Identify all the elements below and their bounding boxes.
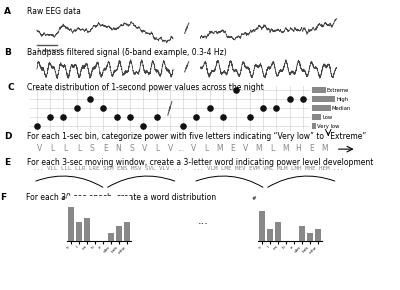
Text: 1 second: 1 second [37,48,62,53]
Text: L: L [156,144,160,153]
Bar [116,226,122,241]
Text: E: E [230,144,235,153]
Bar [315,229,321,241]
Text: V: V [37,144,42,153]
Text: L: L [270,144,274,153]
Point [140,124,146,129]
Text: For each 1-sec bin, categorize power with five letters indicating “Very low” to : For each 1-sec bin, categorize power wit… [27,132,366,141]
Bar [68,207,74,241]
Text: M: M [321,144,328,153]
Text: L: L [64,144,68,153]
Bar [312,87,326,93]
Point [34,124,40,129]
Bar [312,114,321,120]
Point [180,124,186,129]
Text: ... VLM LME MEV EVM VML MLM LMH MHE HEM ...: ... VLM LME MEV EVM VML MLM LMH MHE HEM … [193,166,344,171]
Bar [124,222,130,241]
Text: E: E [103,144,108,153]
Text: F: F [0,193,7,202]
Point [233,88,240,93]
Point [300,97,306,101]
Text: ...: ... [177,144,184,153]
Text: H: H [296,144,301,153]
Text: High: High [336,97,348,102]
Text: Median: Median [332,106,351,111]
Point [260,106,266,111]
Point [47,115,53,120]
Point [100,106,106,111]
Bar [76,222,82,241]
Bar [312,123,316,129]
Bar [84,218,90,241]
Point [273,106,280,111]
Text: S: S [90,144,94,153]
Text: V: V [191,144,196,153]
Text: S: S [129,144,134,153]
Text: C: C [8,83,14,92]
Point [60,115,66,120]
Text: Very low: Very low [317,124,340,129]
Text: #: # [60,196,65,201]
Bar [312,105,331,111]
Text: Extreme: Extreme [327,88,349,93]
Text: For each 30-sec epoch, create a word distribution: For each 30-sec epoch, create a word dis… [26,193,216,202]
Text: V: V [142,144,147,153]
Bar [108,233,114,241]
Point [127,115,133,120]
Text: V: V [243,144,248,153]
Text: ... VLL LLL LLR LRE SEM ENS MSV SVL VLV ...: ... VLL LLL LLR LRE SEM ENS MSV SVL VLV … [33,166,184,171]
Text: L: L [204,144,208,153]
Text: Raw EEG data: Raw EEG data [27,7,81,16]
Text: D: D [4,132,12,141]
Text: ...: ... [198,216,208,226]
Text: A: A [4,7,11,16]
Point [246,115,253,120]
Text: M: M [282,144,288,153]
Bar [275,222,281,241]
Text: B: B [4,48,11,57]
Text: M: M [256,144,262,153]
Text: E: E [309,144,314,153]
Point [74,106,80,111]
Text: Bandpass filtered signal (δ-band example, 0.3-4 Hz): Bandpass filtered signal (δ-band example… [27,48,226,57]
Text: M: M [216,144,223,153]
Bar [312,96,335,102]
Text: L: L [77,144,81,153]
Text: Create distribution of 1-second power values across the night: Create distribution of 1-second power va… [27,83,264,92]
Text: V: V [168,144,174,153]
Text: #: # [252,196,256,201]
Point [153,115,160,120]
Text: L: L [51,144,55,153]
Bar [267,229,273,241]
Point [220,115,226,120]
Bar [299,226,305,241]
Point [286,97,293,101]
Point [193,115,200,120]
Text: Low: Low [322,115,332,120]
Point [87,97,93,101]
Text: N: N [116,144,121,153]
Point [113,115,120,120]
Text: For each 3-sec moving window, create a 3-letter word indicating power level deve: For each 3-sec moving window, create a 3… [27,158,373,167]
Text: E: E [4,158,10,167]
Point [206,106,213,111]
Bar [259,211,265,241]
Bar [307,233,313,241]
